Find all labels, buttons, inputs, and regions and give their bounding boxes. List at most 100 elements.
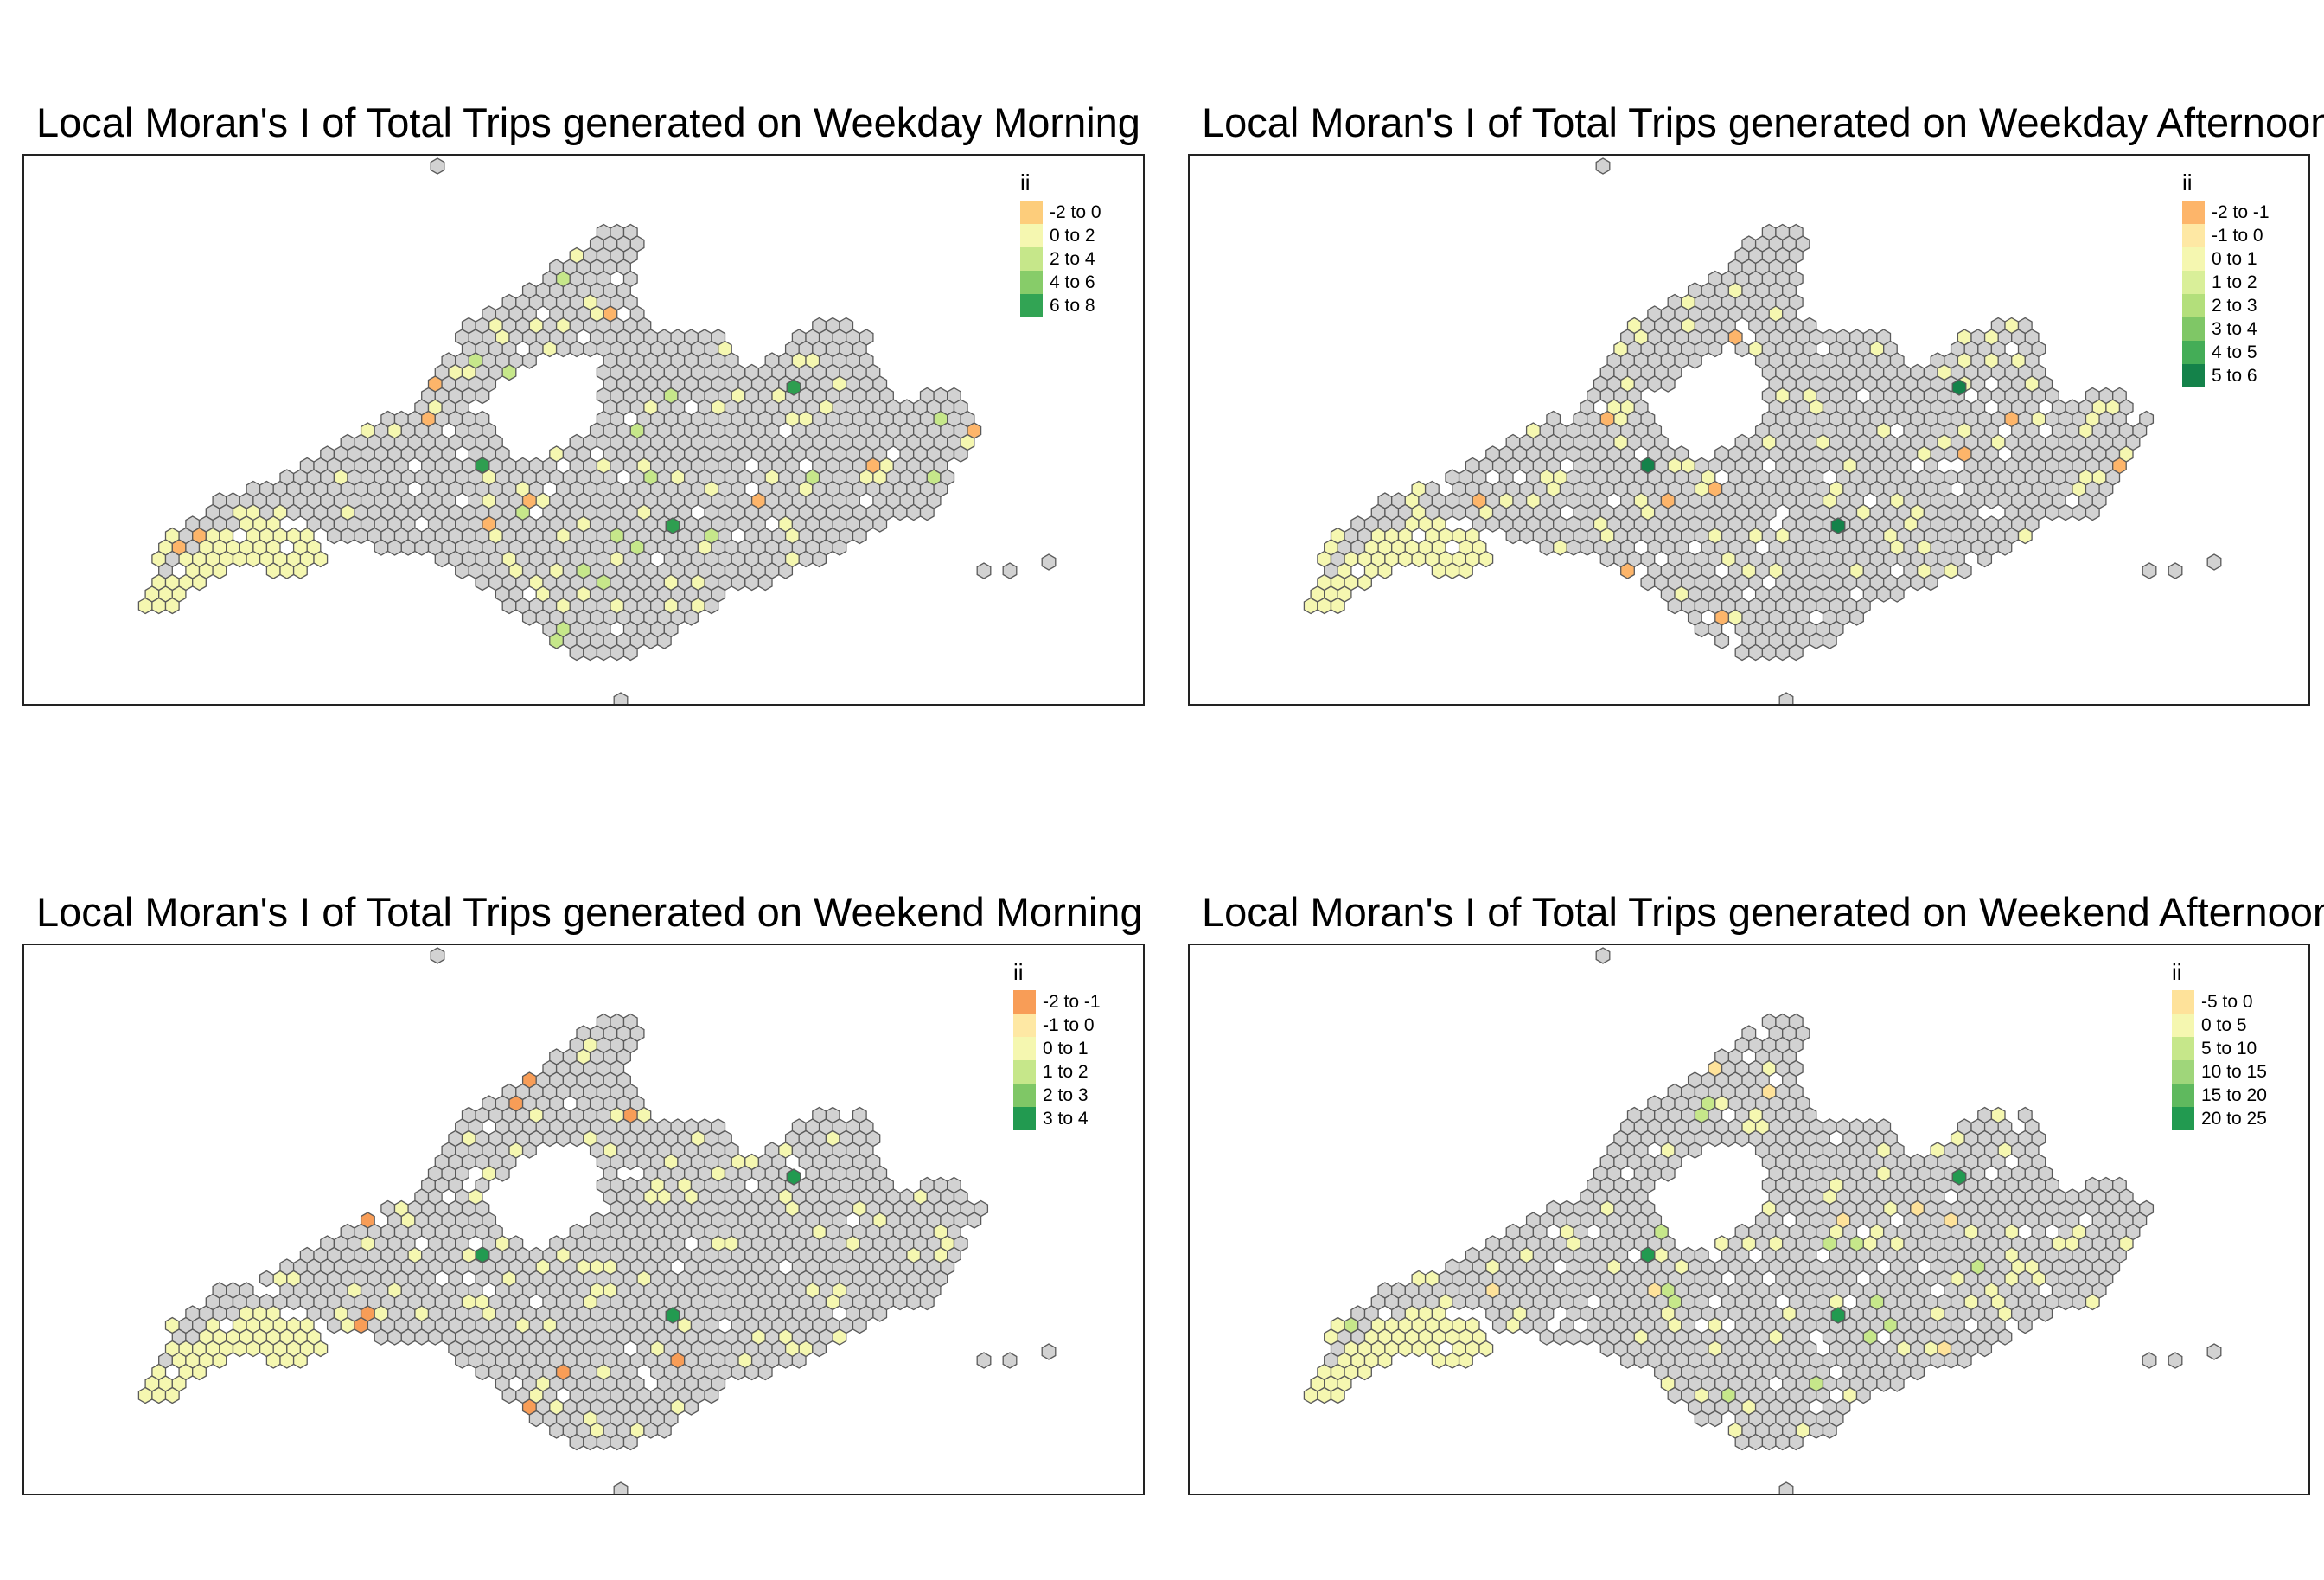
hex-cell (569, 1433, 584, 1451)
legend-label: 4 to 6 (1050, 272, 1095, 292)
hex-cell (812, 550, 827, 568)
hex-cell (1478, 1340, 1494, 1358)
legend-label: 2 to 3 (2212, 296, 2257, 316)
hex-cell-hotspot (1830, 517, 1846, 534)
hex-cell (1944, 1352, 1959, 1369)
hex-cell (1647, 375, 1663, 393)
hex-cell (1620, 562, 1635, 579)
legend-item: 10 to 15 (2172, 1060, 2267, 1084)
hex-cell-hotspot (475, 457, 490, 474)
map-title: Local Moran's I of Total Trips generated… (36, 892, 1143, 935)
legend-item: 3 to 4 (1013, 1107, 1101, 1130)
legend-item: -5 to 0 (2172, 990, 2267, 1014)
legend-item: -2 to 0 (1020, 201, 1101, 224)
map-panel-weekday-afternoon: Local Moran's I of Total Trips generated… (1162, 0, 2324, 778)
hex-cell (2017, 1316, 2033, 1334)
hex-cell (906, 503, 922, 521)
map-frame (1188, 154, 2310, 706)
legend-swatch (2172, 1014, 2194, 1037)
hex-cell-hotspot (1640, 1246, 1656, 1263)
hex-cell (1452, 1293, 1467, 1311)
hex-cell (731, 1363, 746, 1381)
hex-cell (2058, 503, 2073, 521)
legend-label: 5 to 10 (2201, 1039, 2257, 1059)
hex-cell (919, 1293, 935, 1311)
hex-cell-islet (2142, 562, 2157, 579)
hex-cell (1734, 643, 1750, 662)
hex-cell (791, 1352, 807, 1369)
hex-cell (1788, 643, 1804, 662)
hex-cell-hotspot (665, 517, 680, 534)
legend-swatch (1020, 247, 1043, 271)
hex-cell (2017, 527, 2033, 545)
hex-cell-islet (613, 692, 629, 704)
hex-cell (246, 1340, 261, 1358)
hex-cell (1620, 1352, 1635, 1369)
hex-cell (387, 1328, 402, 1346)
hex-cell-islet (976, 562, 992, 579)
hex-cell (1788, 1433, 1804, 1451)
legend-title: ii (1013, 959, 1024, 985)
hex-cell (475, 573, 490, 592)
hex-cell (1977, 550, 1993, 568)
hex-cell (1491, 1316, 1507, 1334)
hex-cell (279, 1352, 295, 1369)
hex-cell (643, 1422, 659, 1439)
legend-item: 2 to 4 (1020, 247, 1101, 271)
legend-label: -5 to 0 (2201, 992, 2253, 1012)
hex-cell (151, 1386, 167, 1404)
legend-swatch (2172, 1037, 2194, 1060)
hexagon-map (1303, 157, 2222, 704)
hex-cell (1303, 597, 1318, 615)
hex-cell (1539, 539, 1555, 556)
hex-cell (1580, 1328, 1595, 1346)
hex-cell (1458, 562, 1473, 579)
hex-cell (1566, 1328, 1581, 1346)
legend-item: 0 to 2 (1020, 224, 1101, 247)
hex-cell (1944, 562, 1959, 579)
hex-cell (414, 539, 430, 556)
hex-cell (1748, 1433, 1764, 1451)
hex-cell (292, 562, 308, 579)
legend-item: 0 to 1 (2182, 247, 2270, 271)
hex-cell (1734, 340, 1750, 358)
hex-cell (744, 1363, 760, 1381)
hex-cell (832, 1328, 847, 1346)
hex-cell (232, 550, 247, 568)
hex-cell (1714, 632, 1730, 649)
hex-cell (212, 1352, 227, 1369)
hex-cell (549, 1422, 565, 1439)
hex-cell (1519, 527, 1535, 545)
legend-label: -2 to 0 (1050, 202, 1101, 222)
hex-cell (1667, 1386, 1682, 1404)
map-legend: ii -5 to 0 0 to 5 5 to 10 10 to 15 15 to 20 20… (2172, 961, 2267, 1130)
hex-cell (1923, 573, 1938, 592)
legend-swatch (2182, 247, 2205, 271)
hex-cell (757, 573, 773, 592)
legend-label: -1 to 0 (2212, 226, 2263, 246)
map-title: Local Moran's I of Total Trips generated… (1202, 892, 2324, 935)
legend-label: 2 to 4 (1050, 249, 1095, 269)
hex-cell (354, 1316, 369, 1334)
legend-label: 20 to 25 (2201, 1109, 2267, 1129)
hex-cell (1553, 539, 1567, 556)
hex-cell (1566, 539, 1581, 556)
hex-cell (1997, 539, 2013, 556)
hex-cell (778, 562, 794, 579)
legend-label: 0 to 5 (2201, 1015, 2247, 1035)
hex-cell (1748, 643, 1764, 662)
legend-label: 5 to 6 (2212, 366, 2257, 386)
hex-cell (2085, 503, 2100, 521)
hex-cell-islet (2168, 562, 2183, 579)
hex-cell (1694, 1410, 1709, 1428)
hex-cell-hotspot (1951, 1168, 1967, 1186)
hex-cell (1775, 643, 1791, 662)
hex-cell (164, 1386, 180, 1404)
hex-cell (2072, 503, 2087, 521)
hex-cell (1761, 643, 1777, 662)
legend-title: ii (2172, 959, 2182, 985)
hex-cell (832, 539, 847, 556)
legend-item: 2 to 3 (2182, 294, 2270, 317)
legend-swatch (2172, 990, 2194, 1014)
hex-cell (374, 1328, 389, 1346)
